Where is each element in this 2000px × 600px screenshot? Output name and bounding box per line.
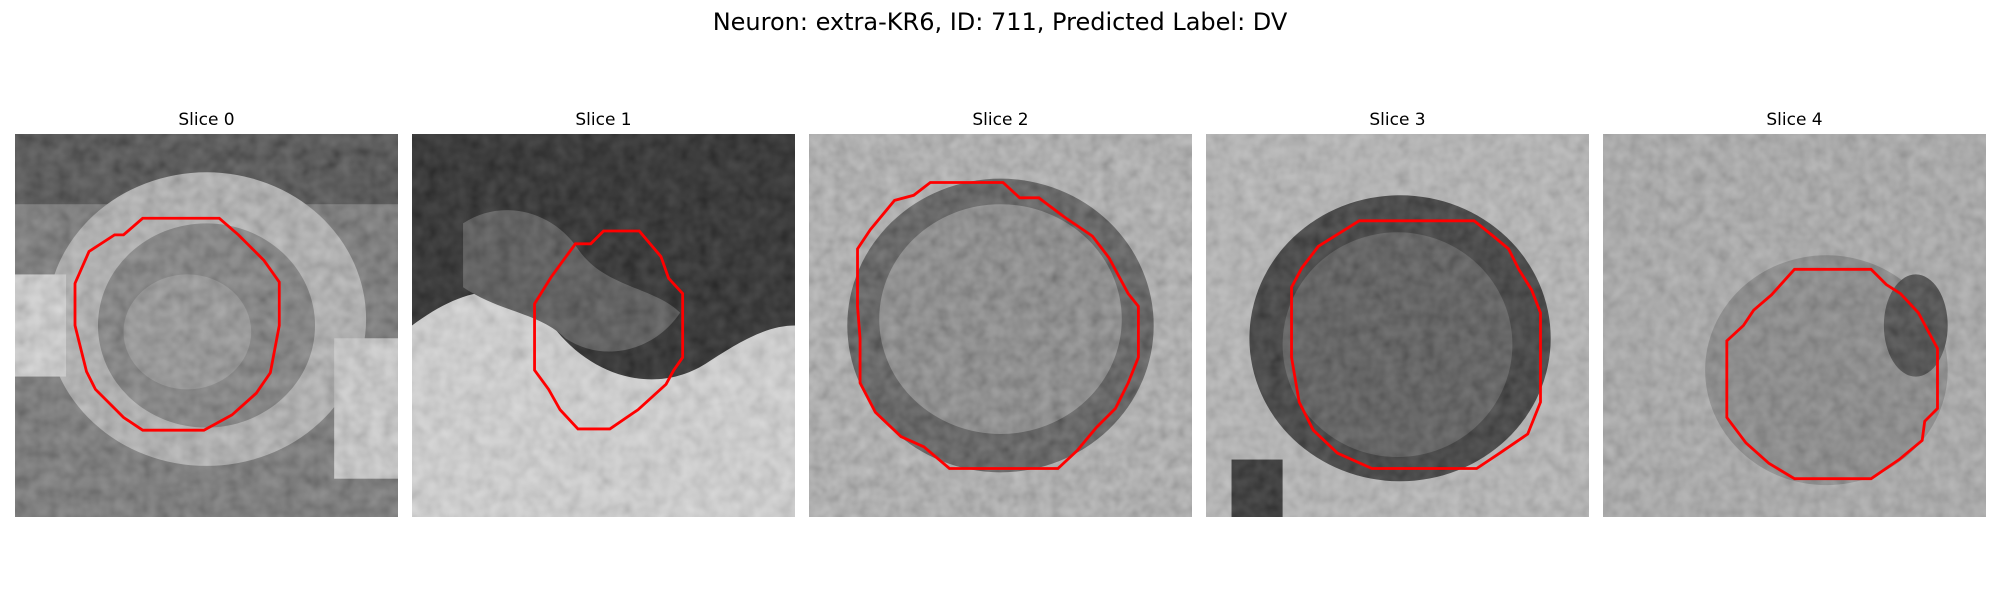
slice-image-svg bbox=[412, 134, 795, 517]
slice-panel-1: Slice 1 bbox=[412, 108, 795, 517]
slice-panel-0: Slice 0 bbox=[15, 108, 398, 517]
slice-image bbox=[809, 134, 1192, 517]
slice-panel-3: Slice 3 bbox=[1206, 108, 1589, 517]
slice-image-svg bbox=[809, 134, 1192, 517]
contour-outline bbox=[1290, 219, 1542, 470]
slice-image bbox=[1603, 134, 1986, 517]
slice-image bbox=[412, 134, 795, 517]
contour-outline bbox=[73, 216, 281, 432]
slice-title: Slice 0 bbox=[178, 110, 235, 130]
slice-title: Slice 3 bbox=[1369, 110, 1426, 130]
slice-image-svg bbox=[1603, 134, 1986, 517]
slice-image-svg bbox=[1206, 134, 1589, 517]
slice-title: Slice 1 bbox=[575, 110, 632, 130]
slice-panel-2: Slice 2 bbox=[809, 108, 1192, 517]
figure-title: Neuron: extra-KR6, ID: 711, Predicted La… bbox=[712, 8, 1288, 36]
slice-image bbox=[15, 134, 398, 517]
slice-title: Slice 2 bbox=[972, 110, 1029, 130]
slice-panel-4: Slice 4 bbox=[1603, 108, 1986, 517]
contour-outline bbox=[533, 229, 685, 431]
contour-outline bbox=[856, 181, 1140, 470]
contour-outline bbox=[1725, 267, 1939, 481]
slice-image bbox=[1206, 134, 1589, 517]
slice-image-svg bbox=[15, 134, 398, 517]
slice-title: Slice 4 bbox=[1766, 110, 1823, 130]
